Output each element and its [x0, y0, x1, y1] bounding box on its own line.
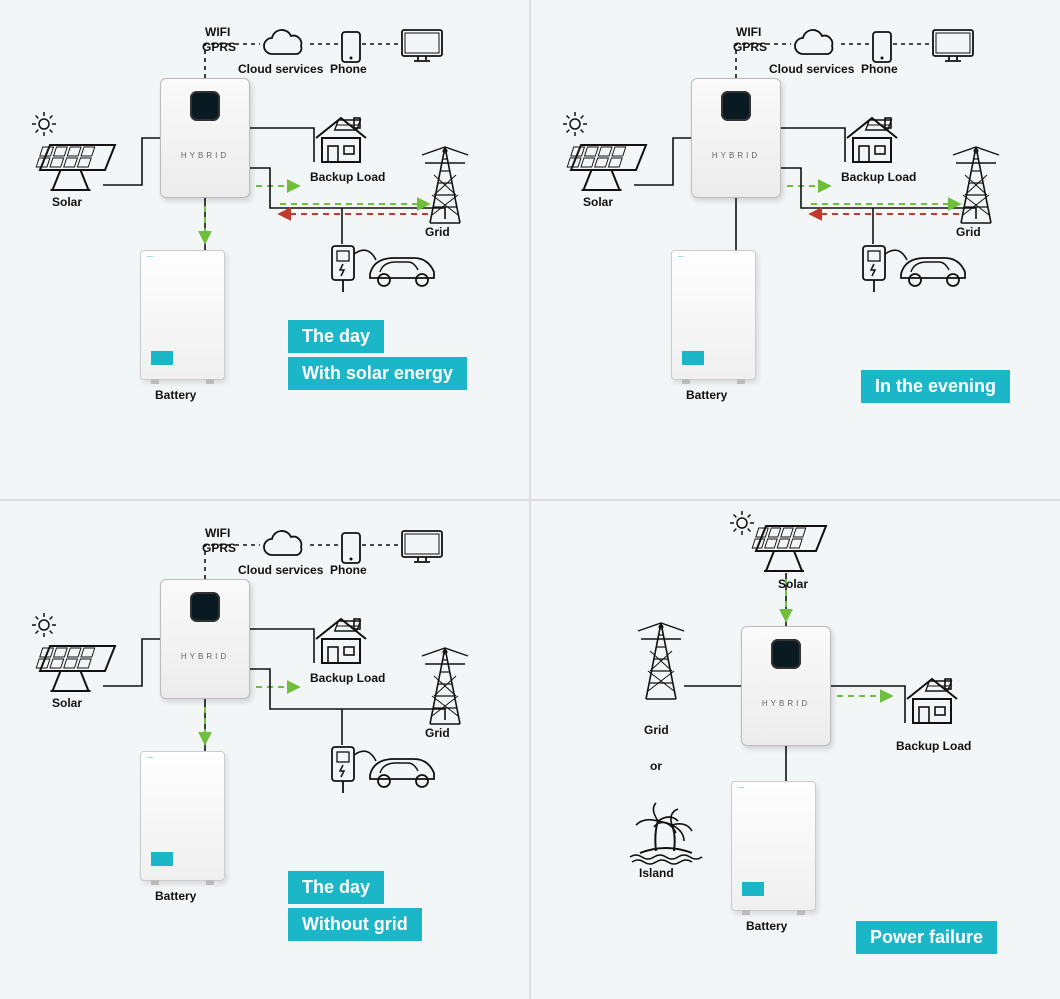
diagram-panel-p2: HYBRID — WIFIGPRSCloud services Phone Solar B…	[531, 0, 1060, 499]
caption: In the evening	[861, 370, 1010, 403]
grid-tower-icon	[420, 145, 470, 225]
inverter-device: HYBRID	[160, 78, 250, 198]
solar-label: Solar	[52, 696, 82, 710]
grid-tower-icon	[636, 621, 686, 701]
house-icon	[841, 110, 903, 166]
cloud-icon	[791, 30, 841, 62]
caption-line: Power failure	[856, 921, 997, 954]
inverter-device: HYBRID	[160, 579, 250, 699]
ev-charger-icon	[861, 240, 971, 295]
inverter-brand: HYBRID	[712, 151, 760, 160]
cloud-icon	[260, 531, 310, 563]
phone-icon	[340, 30, 362, 64]
caption-line: Without grid	[288, 908, 422, 941]
battery-device: —	[671, 250, 756, 380]
grid-label: Grid	[644, 723, 669, 737]
solar-label: Solar	[778, 577, 808, 591]
island-label: Island	[639, 866, 674, 880]
house-icon	[310, 110, 372, 166]
battery-label: Battery	[686, 388, 727, 402]
gprs-label: GPRS	[202, 541, 236, 555]
monitor-icon	[400, 28, 444, 64]
inverter-brand: HYBRID	[762, 699, 810, 708]
backup-load-label: Backup Load	[310, 671, 385, 685]
grid-label: Grid	[425, 726, 450, 740]
solar-panel-icon	[35, 140, 110, 195]
diagram-panel-p4: HYBRID — Solar Grid or Island Backup Load Batte…	[531, 501, 1060, 999]
house-icon	[310, 611, 372, 667]
caption-line: The day	[288, 871, 384, 904]
caption-line: In the evening	[861, 370, 1010, 403]
cloud-label: Cloud services	[238, 62, 323, 76]
backup-load-label: Backup Load	[841, 170, 916, 184]
inverter-device: HYBRID	[691, 78, 781, 198]
monitor-icon	[931, 28, 975, 64]
caption: The day With solar energy	[288, 320, 467, 390]
backup-load-label: Backup Load	[896, 739, 971, 753]
grid-tower-icon	[951, 145, 1001, 225]
phone-label: Phone	[330, 563, 367, 577]
sun-icon	[561, 110, 589, 138]
phone-label: Phone	[861, 62, 898, 76]
sun-icon	[30, 110, 58, 138]
battery-label: Battery	[746, 919, 787, 933]
diagram-panel-p1: HYBRID — WIFIGPRSCloud services Phone Solar B…	[0, 0, 529, 499]
phone-label: Phone	[330, 62, 367, 76]
solar-panel-icon	[35, 641, 110, 696]
battery-label: Battery	[155, 889, 196, 903]
solar-label: Solar	[583, 195, 613, 209]
ev-charger-icon	[330, 240, 440, 295]
battery-device: —	[731, 781, 816, 911]
island-icon	[626, 801, 706, 866]
battery-label: Battery	[155, 388, 196, 402]
sun-icon	[30, 611, 58, 639]
or-label: or	[650, 759, 662, 773]
gprs-label: GPRS	[202, 40, 236, 54]
cloud-icon	[260, 30, 310, 62]
backup-load-label: Backup Load	[310, 170, 385, 184]
caption-line: With solar energy	[288, 357, 467, 390]
inverter-brand: HYBRID	[181, 151, 229, 160]
ev-charger-icon	[330, 741, 440, 796]
inverter-brand: HYBRID	[181, 652, 229, 661]
solar-panel-icon	[566, 140, 641, 195]
caption: The day Without grid	[288, 871, 422, 941]
wifi-label: WIFI	[205, 526, 230, 540]
cloud-label: Cloud services	[238, 563, 323, 577]
battery-device: —	[140, 751, 225, 881]
grid-tower-icon	[420, 646, 470, 726]
phone-icon	[340, 531, 362, 565]
grid-label: Grid	[425, 225, 450, 239]
battery-device: —	[140, 250, 225, 380]
solar-panel-icon	[751, 521, 821, 576]
inverter-device: HYBRID	[741, 626, 831, 746]
caption: Power failure	[856, 921, 997, 954]
monitor-icon	[400, 529, 444, 565]
solar-label: Solar	[52, 195, 82, 209]
grid-label: Grid	[956, 225, 981, 239]
wifi-label: WIFI	[205, 25, 230, 39]
cloud-label: Cloud services	[769, 62, 854, 76]
caption-line: The day	[288, 320, 384, 353]
phone-icon	[871, 30, 893, 64]
house-icon	[901, 671, 963, 727]
diagram-panel-p3: HYBRID — WIFIGPRSCloud services Phone Solar B…	[0, 501, 529, 999]
wifi-label: WIFI	[736, 25, 761, 39]
gprs-label: GPRS	[733, 40, 767, 54]
